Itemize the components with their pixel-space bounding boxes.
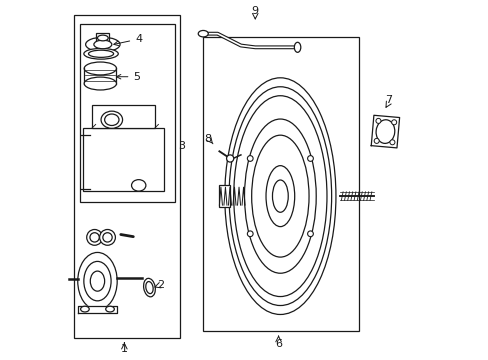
Bar: [219, 185, 230, 207]
Ellipse shape: [375, 120, 394, 143]
Ellipse shape: [84, 77, 116, 90]
Ellipse shape: [85, 37, 120, 51]
Bar: [203, 37, 359, 330]
Text: 5: 5: [116, 72, 140, 82]
Ellipse shape: [247, 231, 253, 237]
Ellipse shape: [375, 118, 380, 123]
Ellipse shape: [198, 31, 208, 37]
Ellipse shape: [233, 96, 326, 297]
Ellipse shape: [145, 282, 153, 294]
Ellipse shape: [251, 135, 308, 257]
Bar: [83, 128, 163, 191]
Ellipse shape: [102, 233, 112, 242]
Ellipse shape: [94, 40, 112, 49]
Text: 7: 7: [385, 95, 391, 105]
Ellipse shape: [90, 233, 99, 242]
Ellipse shape: [86, 229, 102, 245]
Text: 1: 1: [121, 344, 127, 354]
Ellipse shape: [373, 138, 378, 143]
Bar: [96, 33, 109, 41]
Ellipse shape: [294, 42, 300, 52]
Text: 3: 3: [178, 141, 185, 151]
Ellipse shape: [307, 156, 313, 161]
Ellipse shape: [307, 231, 313, 237]
Polygon shape: [370, 115, 399, 148]
Text: 9: 9: [251, 6, 258, 17]
Text: 4: 4: [114, 34, 142, 46]
Text: 8: 8: [203, 134, 211, 144]
Ellipse shape: [97, 35, 108, 41]
Bar: [74, 15, 180, 338]
Ellipse shape: [104, 114, 119, 126]
Ellipse shape: [389, 140, 394, 145]
Ellipse shape: [228, 87, 331, 306]
Ellipse shape: [247, 156, 253, 161]
Ellipse shape: [100, 229, 115, 245]
Ellipse shape: [224, 78, 335, 315]
Ellipse shape: [81, 306, 89, 312]
Ellipse shape: [391, 120, 396, 125]
Ellipse shape: [83, 261, 111, 301]
Ellipse shape: [84, 62, 116, 75]
Bar: [80, 24, 174, 202]
Ellipse shape: [88, 50, 113, 57]
Ellipse shape: [265, 166, 294, 226]
Ellipse shape: [101, 111, 122, 129]
Bar: [92, 105, 155, 128]
Ellipse shape: [90, 271, 104, 291]
Text: 2: 2: [156, 280, 163, 290]
Polygon shape: [78, 306, 117, 313]
Ellipse shape: [226, 155, 233, 162]
Ellipse shape: [244, 119, 316, 273]
Ellipse shape: [131, 180, 145, 191]
Ellipse shape: [143, 278, 155, 297]
Ellipse shape: [272, 180, 287, 212]
Text: 6: 6: [275, 339, 282, 349]
Ellipse shape: [105, 306, 114, 312]
Ellipse shape: [78, 252, 117, 310]
Ellipse shape: [83, 48, 118, 59]
